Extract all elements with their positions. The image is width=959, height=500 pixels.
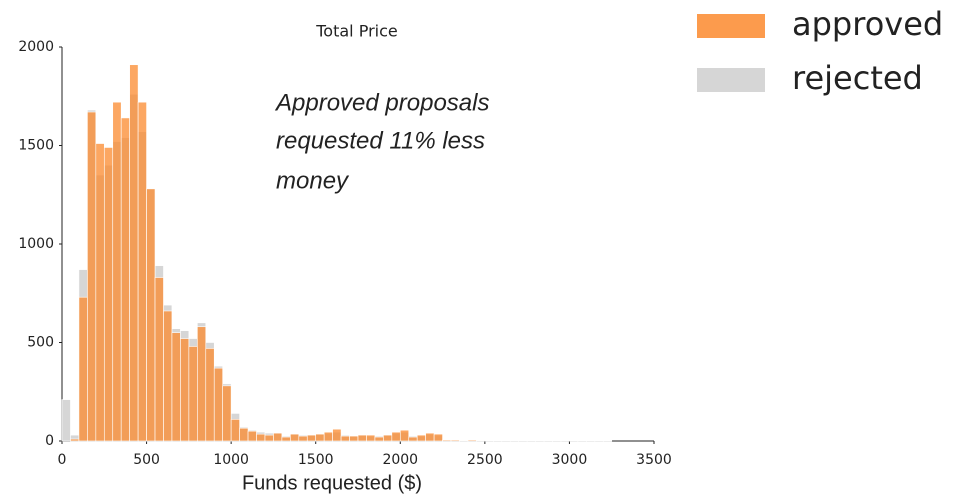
bar <box>180 339 188 441</box>
bar <box>96 144 104 441</box>
y-tick-label: 2000 <box>18 39 54 55</box>
legend-label: approved <box>792 5 943 43</box>
x-tick-label: 2500 <box>467 452 503 468</box>
bar <box>248 431 256 441</box>
bar <box>113 102 121 441</box>
bar <box>273 433 281 441</box>
bar <box>324 432 332 441</box>
bar <box>299 436 307 441</box>
bar <box>443 440 451 441</box>
bar <box>130 65 138 441</box>
bar <box>468 440 476 441</box>
bar <box>392 432 400 441</box>
bar <box>434 434 442 441</box>
legend-swatch <box>697 68 765 92</box>
bar <box>231 419 239 441</box>
bar <box>257 434 265 441</box>
bar <box>189 346 197 441</box>
x-tick-label: 500 <box>133 452 160 468</box>
y-tick-label: 0 <box>45 433 54 449</box>
bar <box>307 435 315 441</box>
bar <box>79 297 87 441</box>
bar <box>240 428 248 441</box>
bar <box>147 189 155 441</box>
annotation: Approved proposals <box>274 89 489 116</box>
bar <box>70 439 78 441</box>
bar <box>451 440 459 441</box>
x-tick-label: 3000 <box>552 452 588 468</box>
chart-title: Total Price <box>315 22 397 41</box>
bar <box>350 436 358 441</box>
bar <box>366 435 374 441</box>
bar <box>62 400 70 441</box>
legend-label: rejected <box>792 59 923 97</box>
x-tick-label: 0 <box>58 452 67 468</box>
y-tick-label: 500 <box>27 335 54 351</box>
bar <box>138 102 146 441</box>
x-tick-label: 3500 <box>636 452 672 468</box>
bar <box>459 440 467 441</box>
bar <box>104 147 112 441</box>
bar <box>375 437 383 441</box>
bar <box>282 437 290 441</box>
annotation: requested 11% less <box>276 127 485 154</box>
bar <box>358 435 366 441</box>
bar <box>476 440 484 441</box>
bar <box>417 435 425 441</box>
legend-swatch <box>697 14 765 38</box>
bar <box>290 434 298 441</box>
bar <box>316 434 324 441</box>
bar <box>223 386 231 441</box>
bar <box>87 112 95 441</box>
bar <box>265 435 273 441</box>
annotation: money <box>276 167 350 194</box>
bar <box>383 435 391 441</box>
y-tick-label: 1500 <box>18 138 54 154</box>
x-tick-label: 1000 <box>213 452 249 468</box>
bar <box>197 327 205 441</box>
y-tick-label: 1000 <box>18 236 54 252</box>
bar <box>163 311 171 441</box>
bar <box>206 348 214 441</box>
bar <box>409 437 417 441</box>
bar <box>121 118 129 441</box>
x-tick-label: 1500 <box>298 452 334 468</box>
bar <box>214 368 222 441</box>
bar <box>426 433 434 441</box>
bar <box>341 436 349 441</box>
x-tick-label: 2000 <box>382 452 418 468</box>
bar <box>400 430 408 441</box>
bar <box>155 277 163 441</box>
bar <box>172 333 180 441</box>
bar <box>333 429 341 441</box>
x-axis-label: Funds requested ($) <box>242 472 422 494</box>
